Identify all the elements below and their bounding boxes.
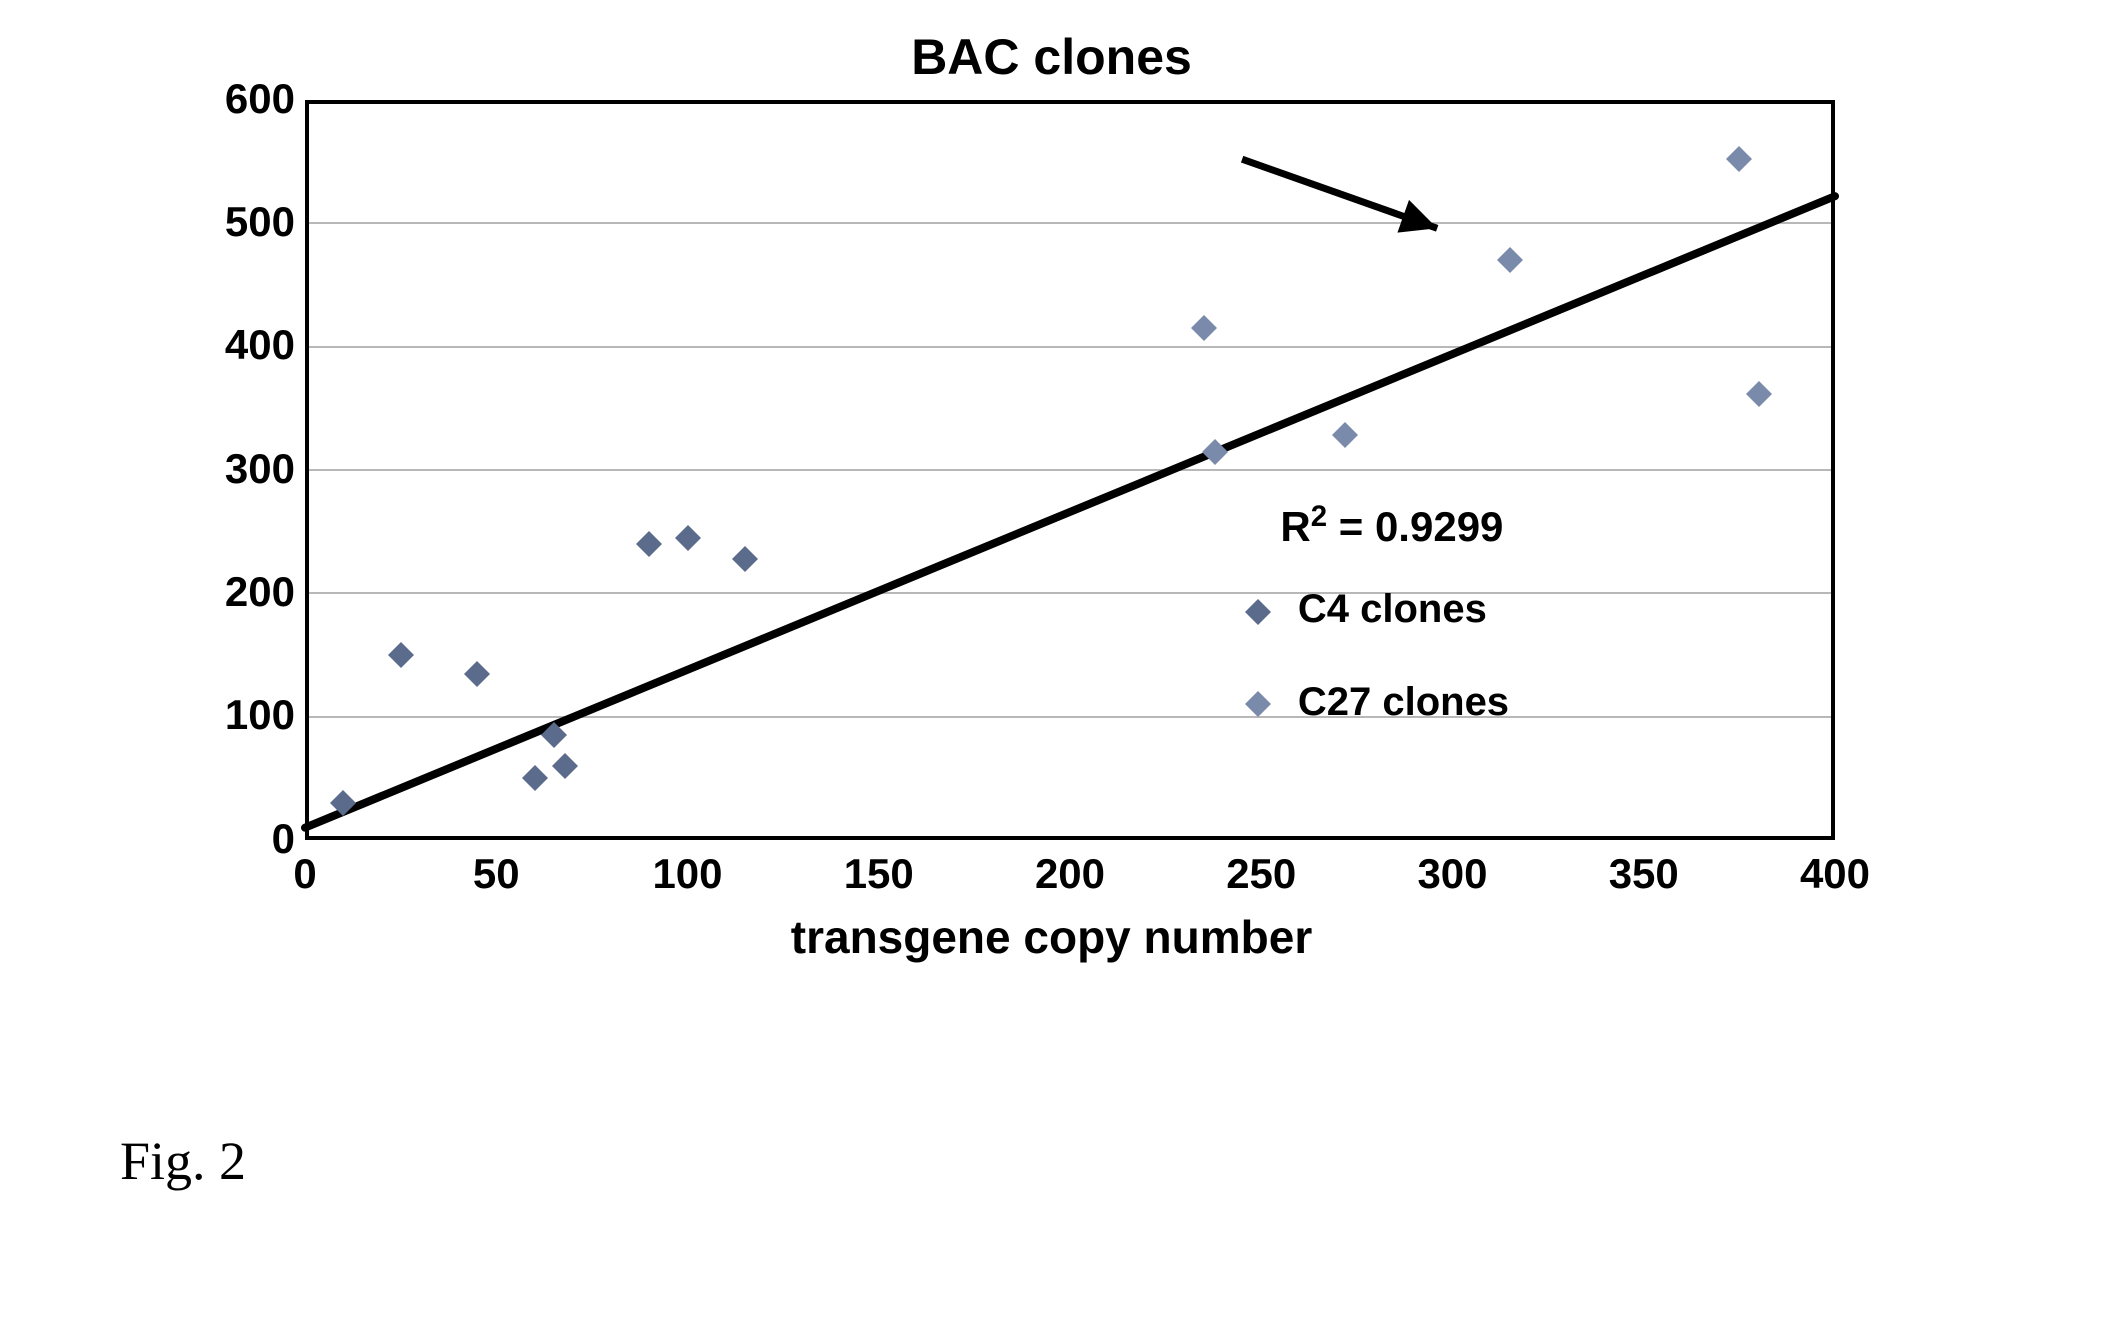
- r-squared-label: R2 = 0.9299: [1280, 500, 1503, 551]
- x-tick-label: 350: [1584, 850, 1704, 898]
- x-tick-label: 100: [628, 850, 748, 898]
- legend-item-label: C4 clones: [1298, 587, 1487, 632]
- gridline: [305, 592, 1835, 594]
- y-tick-label: 600: [185, 75, 295, 123]
- data-point: [1202, 439, 1228, 465]
- data-point: [330, 790, 356, 816]
- page-root: BAC clones mean fluorescence value trans…: [0, 0, 2103, 1317]
- x-tick-label: 50: [436, 850, 556, 898]
- data-point: [1726, 146, 1752, 172]
- data-point: [388, 642, 414, 668]
- x-tick-label: 250: [1201, 850, 1321, 898]
- y-tick-label: 300: [185, 445, 295, 493]
- plot-area: [305, 100, 1835, 840]
- r2-eq: = 0.9299: [1327, 503, 1503, 550]
- legend-marker-icon: [1245, 599, 1271, 625]
- x-tick-label: 300: [1393, 850, 1513, 898]
- x-tick-label: 0: [245, 850, 365, 898]
- trendline: [305, 100, 1835, 840]
- gridline: [305, 346, 1835, 348]
- plot-border: [305, 100, 1835, 840]
- x-tick-label: 150: [819, 850, 939, 898]
- data-point: [522, 765, 548, 791]
- r2-prefix: R: [1280, 503, 1310, 550]
- data-point: [1497, 247, 1523, 273]
- data-point: [636, 531, 662, 557]
- y-tick-label: 400: [185, 321, 295, 369]
- legend-marker-icon: [1245, 691, 1271, 717]
- x-tick-label: 200: [1010, 850, 1130, 898]
- data-point: [732, 546, 758, 572]
- x-tick-label: 400: [1775, 850, 1895, 898]
- y-tick-label: 500: [185, 198, 295, 246]
- gridline: [305, 222, 1835, 224]
- data-point: [552, 753, 578, 779]
- gridline: [305, 469, 1835, 471]
- figure-caption: Fig. 2: [120, 1130, 246, 1192]
- data-point: [1191, 315, 1217, 341]
- legend-item-label: C27 clones: [1298, 680, 1509, 725]
- data-point: [464, 661, 490, 687]
- x-axis-label: transgene copy number: [0, 910, 2103, 964]
- data-point: [1332, 422, 1358, 448]
- chart-title: BAC clones: [0, 28, 2103, 86]
- data-point: [541, 722, 567, 748]
- data-point: [1746, 381, 1772, 407]
- y-tick-label: 100: [185, 691, 295, 739]
- annotation-arrow: [305, 100, 1835, 840]
- data-point: [675, 525, 701, 551]
- gridline: [305, 716, 1835, 718]
- y-tick-label: 200: [185, 568, 295, 616]
- r2-sup: 2: [1311, 500, 1327, 533]
